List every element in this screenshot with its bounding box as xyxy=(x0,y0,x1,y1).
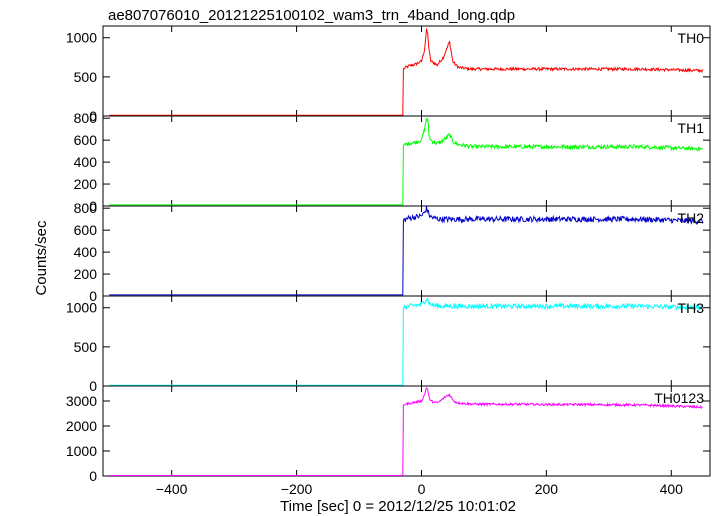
panel-th3: 0 500 1000 TH3 xyxy=(66,295,711,394)
y-tick-label: 0 xyxy=(89,378,97,394)
y-tick-label: 800 xyxy=(74,110,98,126)
y-tick-label: 0 xyxy=(89,468,97,484)
y-tick-label: 1000 xyxy=(66,443,97,459)
series-line-th3 xyxy=(109,297,703,386)
x-tick-label: 0 xyxy=(418,481,426,497)
y-tick-label: 400 xyxy=(74,244,98,260)
y-tick-label: 0 xyxy=(89,288,97,304)
y-tick-label: 500 xyxy=(74,339,98,355)
series-line-th2 xyxy=(109,205,703,296)
series-line-th0123 xyxy=(109,387,703,476)
y-tick-label: 2000 xyxy=(66,418,97,434)
y-tick-label: 0 xyxy=(89,108,97,124)
y-tick-label: 600 xyxy=(74,222,98,238)
panel-th0123: 0 1000 2000 3000 TH0123 xyxy=(66,385,711,484)
panel-label: TH0 xyxy=(678,30,705,46)
x-tick-label: −200 xyxy=(281,481,313,497)
y-tick-label: 400 xyxy=(74,154,98,170)
panel-label: TH1 xyxy=(678,120,705,136)
y-tick-label: 200 xyxy=(74,266,98,282)
y-tick-label: 800 xyxy=(74,200,98,216)
y-tick-label: 1000 xyxy=(66,300,97,316)
panel-th2: 0 200 400 600 800 TH2 xyxy=(74,200,711,304)
x-tick-label: −400 xyxy=(156,481,188,497)
y-tick-label: 3000 xyxy=(66,393,97,409)
panel-th1: 0 200 400 600 800 TH1 xyxy=(74,110,711,214)
series-line-th0 xyxy=(109,28,703,116)
y-tick-label: 200 xyxy=(74,176,98,192)
panel-frame xyxy=(102,385,711,477)
y-tick-label: 600 xyxy=(74,132,98,148)
panel-frame xyxy=(102,115,711,207)
panel-label: TH3 xyxy=(678,300,705,316)
chart-title: ae807076010_20121225100102_wam3_trn_4ban… xyxy=(108,7,515,24)
y-tick-label: 1000 xyxy=(66,30,97,46)
x-tick-label: 200 xyxy=(535,481,559,497)
panel-th0: 0 500 1000 TH0 xyxy=(66,25,711,124)
series-line-th1 xyxy=(109,117,703,206)
x-tick-label: 400 xyxy=(660,481,684,497)
y-tick-label: 500 xyxy=(74,69,98,85)
y-tick-label: 0 xyxy=(89,198,97,214)
x-axis-label: Time [sec] 0 = 2012/12/25 10:01:02 xyxy=(280,498,516,515)
panel-label: TH2 xyxy=(678,210,705,226)
y-axis-label: Counts/sec xyxy=(33,220,50,296)
panels-group: 0 500 1000 TH0 0 200 400 600 800 TH1 0 200 400 600 800… xyxy=(66,25,711,497)
panel-frame xyxy=(102,25,711,117)
panel-label: TH0123 xyxy=(654,390,704,406)
